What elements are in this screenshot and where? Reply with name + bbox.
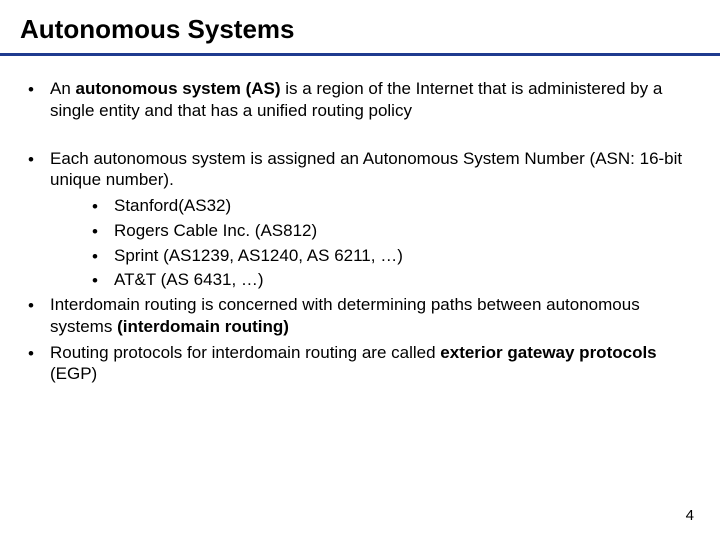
bullet-dot-icon: • <box>28 78 50 122</box>
text-run-bold: (interdomain routing) <box>117 317 289 336</box>
text-run: (EGP) <box>50 364 97 383</box>
bullet-dot-icon: • <box>92 245 114 268</box>
text-run-bold: autonomous system (AS) <box>76 79 281 98</box>
spacer <box>28 126 700 148</box>
slide-title: Autonomous Systems <box>20 14 700 45</box>
bullet-text: Routing protocols for interdomain routin… <box>50 342 700 386</box>
bullet-dot-icon: • <box>28 294 50 338</box>
page-number: 4 <box>686 507 694 524</box>
slide-content: • An autonomous system (AS) is a region … <box>20 78 700 385</box>
bullet-text: Sprint (AS1239, AS1240, AS 6211, …) <box>114 245 700 268</box>
bullet-text: AT&T (AS 6431, …) <box>114 269 700 292</box>
bullet-item: • Interdomain routing is concerned with … <box>28 294 700 338</box>
bullet-item: • Each autonomous system is assigned an … <box>28 148 700 192</box>
bullet-dot-icon: • <box>28 148 50 192</box>
text-run-bold: exterior gateway protocols <box>440 343 656 362</box>
bullet-dot-icon: • <box>92 269 114 292</box>
sub-bullet-item: • Stanford(AS32) <box>92 195 700 218</box>
bullet-dot-icon: • <box>92 220 114 243</box>
text-run: Routing protocols for interdomain routin… <box>50 343 440 362</box>
bullet-text: Stanford(AS32) <box>114 195 700 218</box>
bullet-text: An autonomous system (AS) is a region of… <box>50 78 700 122</box>
bullet-item: • Routing protocols for interdomain rout… <box>28 342 700 386</box>
bullet-text: Interdomain routing is concerned with de… <box>50 294 700 338</box>
bullet-text: Each autonomous system is assigned an Au… <box>50 148 700 192</box>
bullet-item: • An autonomous system (AS) is a region … <box>28 78 700 122</box>
sub-bullet-item: • Rogers Cable Inc. (AS812) <box>92 220 700 243</box>
slide: Autonomous Systems • An autonomous syste… <box>0 0 720 540</box>
bullet-text: Rogers Cable Inc. (AS812) <box>114 220 700 243</box>
bullet-dot-icon: • <box>92 195 114 218</box>
bullet-dot-icon: • <box>28 342 50 386</box>
sub-bullet-item: • Sprint (AS1239, AS1240, AS 6211, …) <box>92 245 700 268</box>
sub-bullet-item: • AT&T (AS 6431, …) <box>92 269 700 292</box>
title-rule <box>0 53 720 56</box>
text-run: An <box>50 79 76 98</box>
